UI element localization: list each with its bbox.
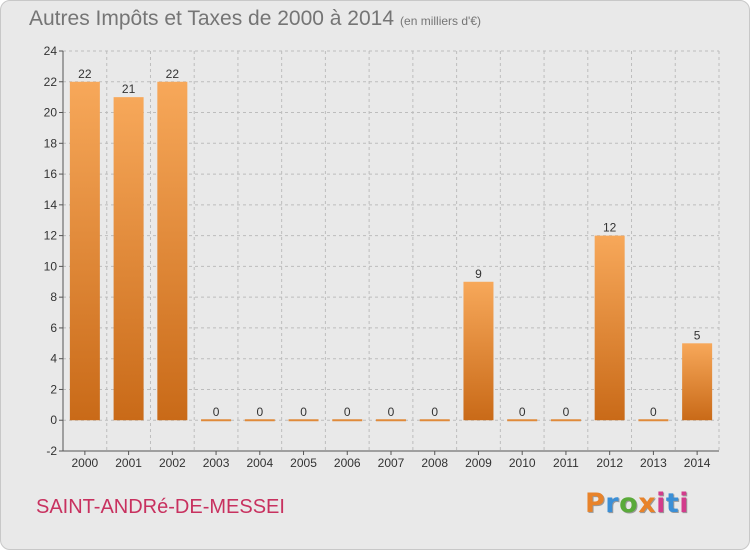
- y-tick-label: 0: [50, 413, 57, 427]
- logo-letter: i: [679, 488, 689, 519]
- data-label: 0: [300, 405, 307, 419]
- x-tick-label: 2001: [115, 456, 142, 470]
- data-label: 0: [388, 405, 395, 419]
- x-tick-label: 2007: [378, 456, 405, 470]
- commune-name: SAINT-ANDRé-DE-MESSEI: [36, 496, 285, 519]
- x-tick-label: 2003: [203, 456, 230, 470]
- y-tick-label: 14: [44, 198, 58, 212]
- data-label: 0: [519, 405, 526, 419]
- data-label: 0: [344, 405, 351, 419]
- data-label: 12: [603, 221, 617, 235]
- logo-letter: r: [605, 488, 619, 519]
- y-tick-label: 20: [44, 106, 58, 120]
- y-tick-label: 18: [44, 136, 58, 150]
- bar-2001: [114, 97, 144, 420]
- x-tick-label: 2010: [509, 456, 536, 470]
- y-tick-label: 8: [50, 290, 57, 304]
- y-tick-label: 6: [50, 321, 57, 335]
- data-label: 0: [563, 405, 570, 419]
- y-tick-label: 10: [44, 259, 58, 273]
- data-label: 0: [213, 405, 220, 419]
- data-label: 5: [694, 328, 701, 342]
- data-label: 22: [166, 67, 180, 81]
- y-tick-label: 16: [44, 167, 58, 181]
- bar-2012: [595, 236, 625, 421]
- y-tick-label: 4: [50, 352, 57, 366]
- x-tick-label: 2002: [159, 456, 186, 470]
- y-tick-label: -2: [46, 444, 57, 458]
- x-tick-label: 2006: [334, 456, 361, 470]
- logo-letter: t: [666, 488, 679, 519]
- logo-letter: x: [638, 488, 656, 519]
- x-tick-label: 2000: [72, 456, 99, 470]
- y-tick-label: 22: [44, 75, 58, 89]
- data-label: 9: [475, 267, 482, 281]
- bar-2002: [157, 82, 187, 420]
- y-tick-label: 2: [50, 382, 57, 396]
- data-label: 21: [122, 82, 136, 96]
- data-label: 0: [431, 405, 438, 419]
- bars: 22 21 22 0 0 0 0 0 0 9 0 0 12 0 5: [70, 67, 712, 420]
- bar-2000: [70, 82, 100, 420]
- logo-letter: i: [656, 488, 666, 519]
- x-tick-label: 2008: [421, 456, 448, 470]
- y-tick-label: 12: [44, 229, 58, 243]
- x-tick-label: 2012: [596, 456, 623, 470]
- x-tick-label: 2009: [465, 456, 492, 470]
- proxiti-logo: Proxiti: [585, 488, 689, 519]
- bar-2009: [463, 282, 493, 420]
- logo-letter: P: [585, 488, 605, 519]
- bar-2014: [682, 343, 712, 420]
- data-label: 22: [78, 67, 92, 81]
- x-tick-label: 2011: [553, 456, 579, 470]
- x-tick-label: 2014: [684, 456, 711, 470]
- x-tick-label: 2005: [290, 456, 317, 470]
- data-label: 0: [650, 405, 657, 419]
- data-label: 0: [256, 405, 263, 419]
- logo-letter: o: [619, 488, 638, 519]
- x-tick-label: 2013: [640, 456, 667, 470]
- y-tick-label: 24: [44, 44, 58, 58]
- x-tick-label: 2004: [246, 456, 273, 470]
